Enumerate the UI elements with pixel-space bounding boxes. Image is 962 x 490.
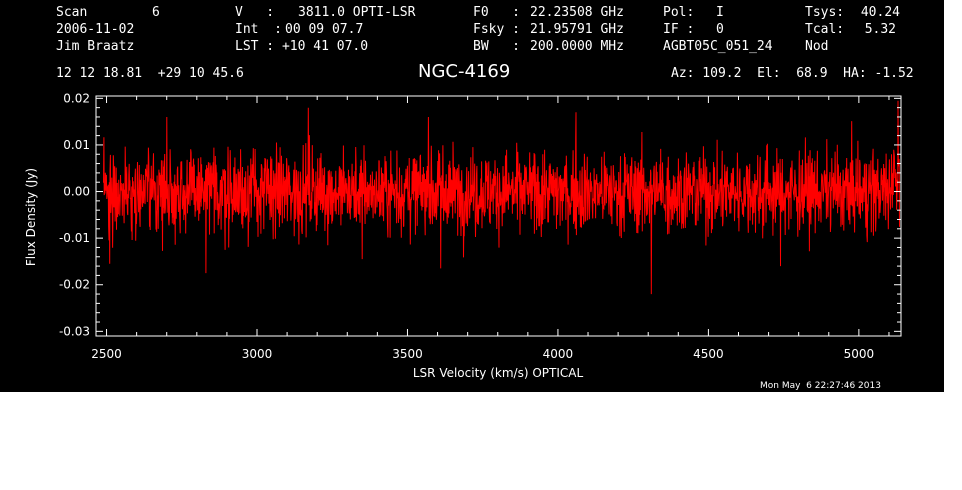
scan-value: 6 — [152, 5, 160, 20]
x-tick-label: 4500 — [693, 347, 724, 361]
sky-coordinates: 12 12 18.81 +29 10 45.6 — [56, 66, 244, 81]
spectrum-chart: 2500 3000 3500 4000 4500 5000 0.02 0.01 0.00 -0.0… — [24, 91, 902, 380]
observing-mode: Nod — [805, 39, 829, 54]
pol-label: Pol: — [663, 5, 695, 20]
plot-frame — [95, 95, 902, 337]
y-tick-label: -0.03 — [59, 324, 90, 338]
x-axis-label: LSR Velocity (km/s) OPTICAL — [413, 366, 584, 380]
timestamp: Mon May 6 22:27:46 2013 — [760, 381, 881, 391]
y-axis-label: Flux Density (Jy) — [24, 168, 38, 266]
if-value: 0 — [716, 22, 724, 37]
f0-label: F0 : — [473, 5, 520, 20]
y-tick-label: 0.01 — [63, 138, 90, 152]
az-el-ha: Az: 109.2 El: 68.9 HA: -1.52 — [671, 66, 914, 81]
x-tick-label: 3500 — [392, 347, 423, 361]
y-tick-label: 0.00 — [63, 185, 90, 199]
velocity-value: 3811.0 OPTI-LSR — [298, 5, 416, 20]
f0-value: 22.23508 GHz — [530, 5, 624, 20]
observation-date: 2006-11-02 — [56, 22, 135, 37]
fsky-value: 21.95791 GHz — [530, 22, 624, 37]
pol-value: I — [716, 5, 724, 20]
scan-label: Scan — [56, 5, 88, 20]
velocity-label: V : — [235, 5, 275, 20]
if-label: IF : — [663, 22, 695, 37]
integration-label: Int : — [235, 22, 282, 37]
lst-label: LST : +10 41 07.0 — [235, 39, 369, 54]
bandwidth-label: BW : — [473, 39, 520, 54]
project-id: AGBT05C_051_24 — [663, 39, 773, 54]
observer-name: Jim Braatz — [56, 39, 135, 54]
y-tick-label: -0.01 — [59, 231, 90, 245]
tsys-value: 40.24 — [860, 5, 900, 20]
y-tick-label: -0.02 — [59, 278, 90, 292]
x-tick-label: 4000 — [543, 347, 574, 361]
plot-panel: Scan 6 2006-11-02 Jim Braatz V : 3811.0 … — [0, 0, 944, 392]
x-tick-label: 5000 — [844, 347, 875, 361]
x-tick-label: 3000 — [242, 347, 273, 361]
x-tick-label: 2500 — [91, 347, 122, 361]
fsky-label: Fsky : — [473, 22, 520, 37]
tcal-value: 5.32 — [864, 22, 896, 37]
integration-value: 00 09 07.7 — [285, 22, 364, 37]
tcal-label: Tcal: — [805, 22, 845, 37]
spectrum-line — [103, 100, 900, 295]
y-tick-label: 0.02 — [63, 91, 90, 105]
bandwidth-value: 200.0000 MHz — [530, 39, 624, 54]
source-title: NGC-4169 — [418, 61, 511, 82]
tsys-label: Tsys: — [805, 5, 845, 20]
